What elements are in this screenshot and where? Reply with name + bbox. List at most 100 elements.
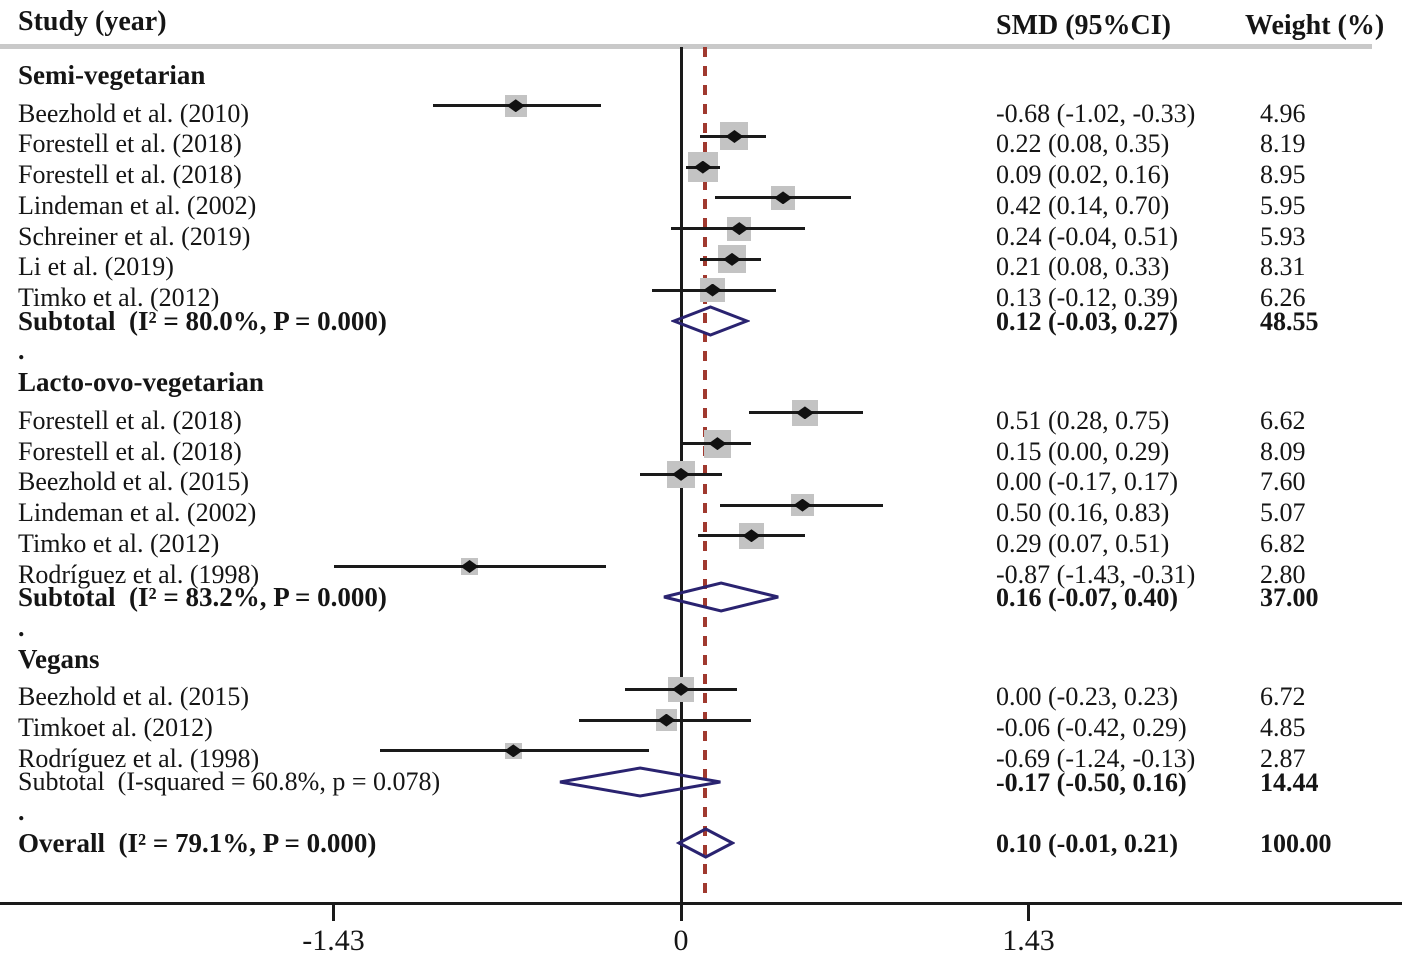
weight-value: 5.95 xyxy=(1260,190,1306,220)
weight-value: 6.82 xyxy=(1260,528,1306,558)
subtotal-smd-value: 0.16 (-0.07, 0.40) xyxy=(996,583,1178,613)
group-header-label: Semi-vegetarian xyxy=(18,59,206,90)
subtotal-smd-value: -0.17 (-0.50, 0.16) xyxy=(996,767,1187,797)
study-row: Forestell et al. (2018) 0.09 (0.02, 0.16)… xyxy=(0,152,1402,189)
overall-diamond xyxy=(675,827,736,859)
effect-point-marker xyxy=(672,467,690,481)
subtotal-diamond xyxy=(559,766,721,798)
subtotal-label: Subtotal (I² = 83.2%, P = 0.000) xyxy=(18,582,387,613)
study-label: Forestell et al. (2018) xyxy=(18,160,242,190)
overall-smd-value: 0.10 (-0.01, 0.21) xyxy=(996,828,1178,858)
study-label: Schreiner et al. (2019) xyxy=(18,221,251,251)
group-separator-row: . xyxy=(0,797,1402,828)
subtotal-weight-value: 48.55 xyxy=(1260,306,1319,336)
weight-value: 6.72 xyxy=(1260,682,1306,712)
subtotal-row: Subtotal (I-squared = 60.8%, p = 0.078) -… xyxy=(0,766,1402,798)
study-label: Lindeman et al. (2002) xyxy=(18,498,257,528)
smd-value: -0.68 (-1.02, -0.33) xyxy=(996,98,1196,128)
smd-value: 0.42 (0.14, 0.70) xyxy=(996,190,1170,220)
effect-point-marker xyxy=(725,129,744,143)
effect-point-marker xyxy=(774,191,793,205)
group-separator-dot: . xyxy=(18,336,25,366)
study-label: Timkoet al. (2012) xyxy=(18,713,213,743)
smd-value: 0.50 (0.16, 0.83) xyxy=(996,498,1170,528)
smd-value: 0.24 (-0.04, 0.51) xyxy=(996,221,1178,251)
study-row: Li et al. (2019) 0.21 (0.08, 0.33) 8.31 xyxy=(0,244,1402,281)
subtotal-row: Subtotal (I² = 80.0%, P = 0.000) 0.12 (-0… xyxy=(0,305,1402,337)
overall-weight-value: 100.00 xyxy=(1260,828,1332,858)
effect-point-marker xyxy=(708,437,727,451)
study-row: Beezhold et al. (2010) -0.68 (-1.02, -0.3… xyxy=(0,90,1402,128)
effect-point-marker xyxy=(460,560,479,574)
smd-value: -0.06 (-0.42, 0.29) xyxy=(996,713,1187,743)
study-label: Forestell et al. (2018) xyxy=(18,405,242,435)
study-row: Rodríguez et al. (1998) -0.87 (-1.43, -0.… xyxy=(0,551,1402,589)
smd-value: 0.22 (0.08, 0.35) xyxy=(996,129,1170,159)
group-header-row: Semi-vegetarian xyxy=(0,60,1402,91)
effect-point-marker xyxy=(742,529,761,543)
effect-point-marker xyxy=(703,283,722,297)
smd-value: 0.00 (-0.23, 0.23) xyxy=(996,682,1178,712)
weight-value: 5.07 xyxy=(1260,498,1306,528)
study-row: Beezhold et al. (2015) 0.00 (-0.23, 0.23)… xyxy=(0,674,1402,711)
weight-value: 4.96 xyxy=(1260,98,1306,128)
subtotal-label: Subtotal (I-squared = 60.8%, p = 0.078) xyxy=(18,766,441,796)
smd-value: 0.13 (-0.12, 0.39) xyxy=(996,283,1178,313)
effect-point-marker xyxy=(504,744,523,758)
effect-point-marker xyxy=(723,252,742,266)
study-label: Beezhold et al. (2015) xyxy=(18,467,250,497)
study-row: Beezhold et al. (2015) 0.00 (-0.17, 0.17)… xyxy=(0,459,1402,496)
weight-value: 2.80 xyxy=(1260,559,1306,589)
subtotal-label: Subtotal (I² = 80.0%, P = 0.000) xyxy=(18,305,387,336)
weight-value: 8.09 xyxy=(1260,436,1306,466)
group-separator-row: . xyxy=(0,613,1402,644)
smd-value: 0.00 (-0.17, 0.17) xyxy=(996,467,1178,497)
x-axis-tick xyxy=(1026,905,1030,921)
study-row: Schreiner et al. (2019) 0.24 (-0.04, 0.51… xyxy=(0,213,1402,251)
x-axis-tick-label: 1.43 xyxy=(1002,924,1055,957)
weight-value: 8.31 xyxy=(1260,252,1306,282)
x-axis-tick xyxy=(679,905,683,921)
study-row: Forestell et al. (2018) 0.15 (0.00, 0.29)… xyxy=(0,428,1402,466)
smd-value: -0.69 (-1.24, -0.13) xyxy=(996,743,1196,773)
weight-value: 5.93 xyxy=(1260,221,1306,251)
study-row: Rodríguez et al. (1998) -0.69 (-1.24, -0.… xyxy=(0,735,1402,773)
group-header-label: Lacto-ovo-vegetarian xyxy=(18,367,264,398)
smd-value: 0.29 (0.07, 0.51) xyxy=(996,528,1170,558)
group-header-row: Vegans xyxy=(0,643,1402,674)
study-label: Rodríguez et al. (1998) xyxy=(18,743,260,773)
smd-value: -0.87 (-1.43, -0.31) xyxy=(996,559,1196,589)
x-axis-line xyxy=(0,902,1402,905)
overall-label: Overall (I² = 79.1%, P = 0.000) xyxy=(18,827,377,858)
study-label: Forestell et al. (2018) xyxy=(18,129,242,159)
smd-value: 0.09 (0.02, 0.16) xyxy=(996,160,1170,190)
group-separator-row: . xyxy=(0,336,1402,367)
study-row: Forestell et al. (2018) 0.22 (0.08, 0.35)… xyxy=(0,121,1402,158)
weight-value: 6.62 xyxy=(1260,405,1306,435)
column-header-weight: Weight (%) xyxy=(1245,10,1385,41)
effect-point-marker xyxy=(672,682,690,696)
weight-value: 7.60 xyxy=(1260,467,1306,497)
effect-point-marker xyxy=(693,160,712,174)
effect-point-marker xyxy=(506,99,525,113)
study-row: Timkoet al. (2012) -0.06 (-0.42, 0.29) 4.8… xyxy=(0,705,1402,742)
study-row: Forestell et al. (2018) 0.51 (0.28, 0.75)… xyxy=(0,398,1402,435)
study-label: Timko et al. (2012) xyxy=(18,283,220,313)
study-label: Forestell et al. (2018) xyxy=(18,436,242,466)
group-separator-dot: . xyxy=(18,612,25,642)
weight-value: 6.26 xyxy=(1260,283,1306,313)
subtotal-weight-value: 37.00 xyxy=(1260,583,1319,613)
study-label: Beezhold et al. (2010) xyxy=(18,98,250,128)
study-row: Lindeman et al. (2002) 0.42 (0.14, 0.70) 5… xyxy=(0,183,1402,220)
study-label: Lindeman et al. (2002) xyxy=(18,190,257,220)
subtotal-smd-value: 0.12 (-0.03, 0.27) xyxy=(996,306,1178,336)
weight-value: 2.87 xyxy=(1260,743,1306,773)
smd-value: 0.21 (0.08, 0.33) xyxy=(996,252,1170,282)
study-row: Lindeman et al. (2002) 0.50 (0.16, 0.83) 5… xyxy=(0,490,1402,527)
column-header-smd: SMD (95%CI) xyxy=(996,10,1171,41)
study-label: Timko et al. (2012) xyxy=(18,528,220,558)
study-label: Rodríguez et al. (1998) xyxy=(18,559,260,589)
subtotal-diamond xyxy=(670,305,750,337)
weight-value: 4.85 xyxy=(1260,713,1306,743)
